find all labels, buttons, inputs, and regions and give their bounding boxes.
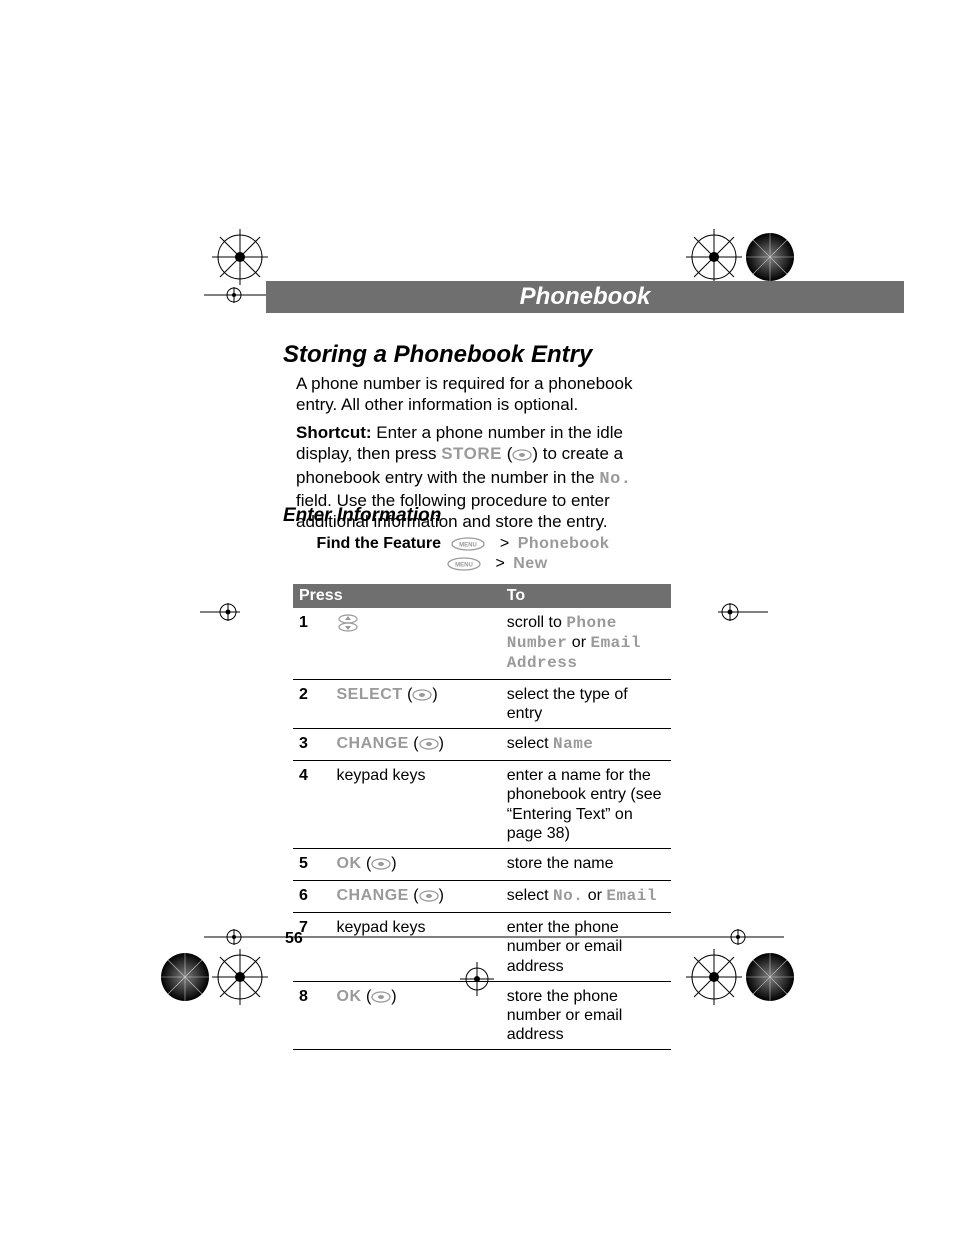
- to-cell: store the name: [501, 848, 671, 880]
- regmark-top-left: [210, 227, 270, 287]
- menu-path-2: New: [513, 555, 547, 572]
- col-press: Press: [293, 584, 501, 608]
- store-softkey-label: STORE: [441, 444, 502, 463]
- step-number: 1: [293, 608, 331, 679]
- crosshair-bottom-center: [460, 962, 494, 1001]
- to-text: store the phone number or email address: [507, 988, 623, 1043]
- step-number: 3: [293, 728, 331, 760]
- to-cell: select the type of entry: [501, 679, 671, 728]
- crosshair-left-top: [218, 287, 250, 308]
- svg-text:MENU: MENU: [460, 542, 478, 548]
- shortcut-label: Shortcut:: [296, 423, 372, 442]
- table-row: 5OK () store the name: [293, 848, 671, 880]
- table-row: 6CHANGE ()select No. or Email: [293, 881, 671, 913]
- to-text: select: [507, 887, 553, 904]
- softkey-icon: [412, 687, 432, 706]
- to-text: select the type of entry: [507, 686, 628, 722]
- crosshair-right-mid: [718, 602, 768, 627]
- breadcrumb-gt: >: [500, 535, 509, 552]
- to-text: or: [583, 887, 606, 904]
- step-number: 4: [293, 761, 331, 849]
- to-text: enter a name for the phonebook entry (se…: [507, 767, 662, 842]
- regmark-top-right: [684, 227, 744, 287]
- softkey-icon: [512, 445, 532, 466]
- softkey-icon: [419, 736, 439, 755]
- press-cell: CHANGE (): [331, 881, 501, 913]
- field-name: Email: [606, 887, 657, 905]
- press-cell: OK (): [331, 848, 501, 880]
- heading-2: Enter Information: [283, 505, 441, 527]
- press-cell: keypad keys: [331, 761, 501, 849]
- to-cell: select Name: [501, 728, 671, 760]
- to-cell: select No. or Email: [501, 881, 671, 913]
- find-feature-label: Find the Feature: [296, 535, 441, 553]
- field-name: No.: [553, 887, 583, 905]
- table-row: 1 scroll to Phone Number or Email Address: [293, 608, 671, 679]
- softkey-label: OK: [337, 855, 362, 872]
- softkey-label: OK: [337, 988, 362, 1005]
- table-row: 4keypad keysenter a name for the phonebo…: [293, 761, 671, 849]
- step-number: 5: [293, 848, 331, 880]
- step-number: 2: [293, 679, 331, 728]
- find-feature-block: Find the Feature MENU > Phonebook MENU >…: [296, 535, 609, 573]
- softkey-label: CHANGE: [337, 887, 409, 904]
- press-cell: [331, 608, 501, 679]
- menu-path-1: Phonebook: [518, 535, 610, 552]
- softkey-icon: [371, 989, 391, 1008]
- to-text: store the name: [507, 855, 614, 872]
- menu-key-icon: MENU: [451, 535, 485, 553]
- menu-key-icon: MENU: [447, 555, 481, 573]
- table-header-row: Press To: [293, 584, 671, 608]
- regmark-bottom-left: [210, 947, 270, 1007]
- svg-text:MENU: MENU: [455, 563, 473, 569]
- to-cell: enter the phone number or email address: [501, 913, 671, 982]
- softkey-icon: [419, 888, 439, 907]
- intro-paragraph: A phone number is required for a phonebo…: [296, 374, 654, 415]
- field-name: Name: [553, 735, 593, 753]
- regmark-decor-bl: [155, 947, 215, 1007]
- regmark-decor-tr: [740, 227, 800, 287]
- to-cell: store the phone number or email address: [501, 981, 671, 1050]
- heading-1: Storing a Phonebook Entry: [283, 341, 592, 369]
- to-cell: scroll to Phone Number or Email Address: [501, 608, 671, 679]
- regmark-decor-br: [740, 947, 800, 1007]
- breadcrumb-gt: >: [495, 555, 504, 572]
- press-cell: SELECT (): [331, 679, 501, 728]
- step-number: 8: [293, 981, 331, 1050]
- softkey-label: CHANGE: [337, 735, 409, 752]
- press-cell: CHANGE (): [331, 728, 501, 760]
- page: Phonebook Storing a Phonebook Entry A ph…: [0, 0, 954, 1235]
- regmark-bottom-right: [684, 947, 744, 1007]
- section-title: Phonebook: [520, 283, 651, 310]
- softkey-label: SELECT: [337, 686, 403, 703]
- step-number: 6: [293, 881, 331, 913]
- scroll-icon: [337, 613, 359, 638]
- col-to: To: [501, 584, 671, 608]
- to-text: or: [567, 634, 590, 651]
- softkey-icon: [371, 856, 391, 875]
- to-cell: enter a name for the phonebook entry (se…: [501, 761, 671, 849]
- table-row: 2SELECT ()select the type of entry: [293, 679, 671, 728]
- to-text: select: [507, 735, 553, 752]
- no-field-label: No.: [599, 470, 631, 489]
- section-title-bar: Phonebook: [266, 281, 904, 313]
- table-row: 3CHANGE ()select Name: [293, 728, 671, 760]
- crosshair-left-mid: [200, 602, 240, 627]
- to-text: scroll to: [507, 614, 567, 631]
